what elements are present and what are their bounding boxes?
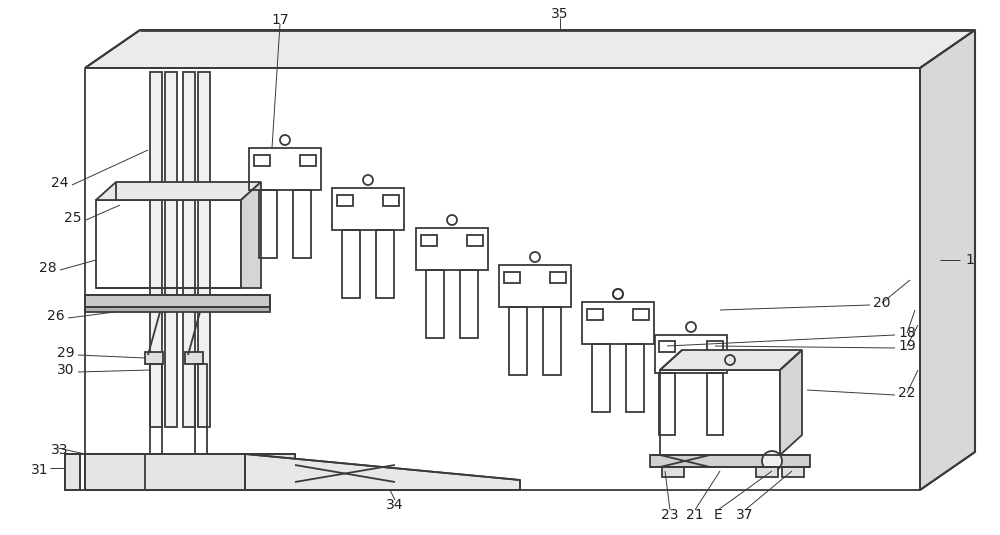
Polygon shape	[96, 182, 261, 200]
Bar	[659, 341, 675, 352]
Bar	[550, 272, 566, 283]
Polygon shape	[85, 307, 270, 312]
Polygon shape	[660, 350, 802, 370]
Bar	[183, 72, 195, 427]
Bar	[254, 155, 270, 166]
Text: 33: 33	[51, 443, 69, 457]
Bar	[587, 309, 603, 320]
Polygon shape	[241, 182, 261, 288]
Circle shape	[762, 451, 782, 471]
Bar	[65, 454, 145, 490]
Bar	[509, 307, 527, 375]
Bar	[337, 195, 353, 206]
Text: 35: 35	[551, 7, 569, 21]
Polygon shape	[920, 30, 975, 490]
Bar	[662, 467, 684, 477]
Bar	[332, 188, 404, 230]
Bar	[633, 309, 649, 320]
Text: 26: 26	[47, 309, 65, 323]
Bar	[707, 373, 723, 435]
Bar	[707, 341, 723, 352]
Bar	[85, 454, 295, 490]
Bar	[300, 155, 316, 166]
Text: 22: 22	[898, 386, 916, 400]
Text: 19: 19	[898, 339, 916, 353]
Polygon shape	[245, 454, 520, 490]
Text: 20: 20	[873, 296, 891, 310]
Bar	[543, 307, 561, 375]
Text: 28: 28	[39, 261, 57, 275]
Bar	[376, 230, 394, 298]
Polygon shape	[780, 350, 802, 455]
Bar	[150, 364, 162, 454]
Text: 25: 25	[64, 211, 82, 225]
Text: 34: 34	[386, 498, 404, 512]
Bar	[145, 352, 163, 364]
Bar	[416, 228, 488, 270]
Bar	[198, 72, 210, 427]
Bar	[150, 72, 162, 427]
Bar	[342, 230, 360, 298]
Polygon shape	[85, 295, 270, 307]
Bar	[592, 344, 610, 412]
Bar	[293, 190, 311, 258]
Bar	[626, 344, 644, 412]
Bar	[460, 270, 478, 338]
Text: E: E	[714, 508, 722, 522]
Polygon shape	[85, 30, 975, 68]
Bar	[782, 467, 804, 477]
Bar	[582, 302, 654, 344]
Bar	[65, 454, 80, 490]
Bar	[660, 370, 780, 455]
Bar	[504, 272, 520, 283]
Text: 1: 1	[966, 253, 974, 267]
Text: 37: 37	[736, 508, 754, 522]
Bar	[165, 72, 177, 427]
Bar	[383, 195, 399, 206]
Text: 30: 30	[57, 363, 75, 377]
Bar	[756, 467, 778, 477]
Bar	[655, 335, 727, 373]
Bar	[421, 235, 437, 246]
Bar	[185, 352, 203, 364]
Bar	[85, 454, 295, 490]
Bar	[426, 270, 444, 338]
Text: 29: 29	[57, 346, 75, 360]
Text: 23: 23	[661, 508, 679, 522]
Text: 21: 21	[686, 508, 704, 522]
Bar	[195, 364, 207, 454]
Bar	[659, 373, 675, 435]
Polygon shape	[650, 455, 810, 467]
Bar	[249, 148, 321, 190]
Text: 24: 24	[51, 176, 69, 190]
Text: 31: 31	[31, 463, 49, 477]
Text: 17: 17	[271, 13, 289, 27]
Text: 18: 18	[898, 326, 916, 340]
Bar	[65, 454, 80, 490]
Bar	[467, 235, 483, 246]
Bar	[96, 200, 241, 288]
Bar	[499, 265, 571, 307]
Bar	[259, 190, 277, 258]
